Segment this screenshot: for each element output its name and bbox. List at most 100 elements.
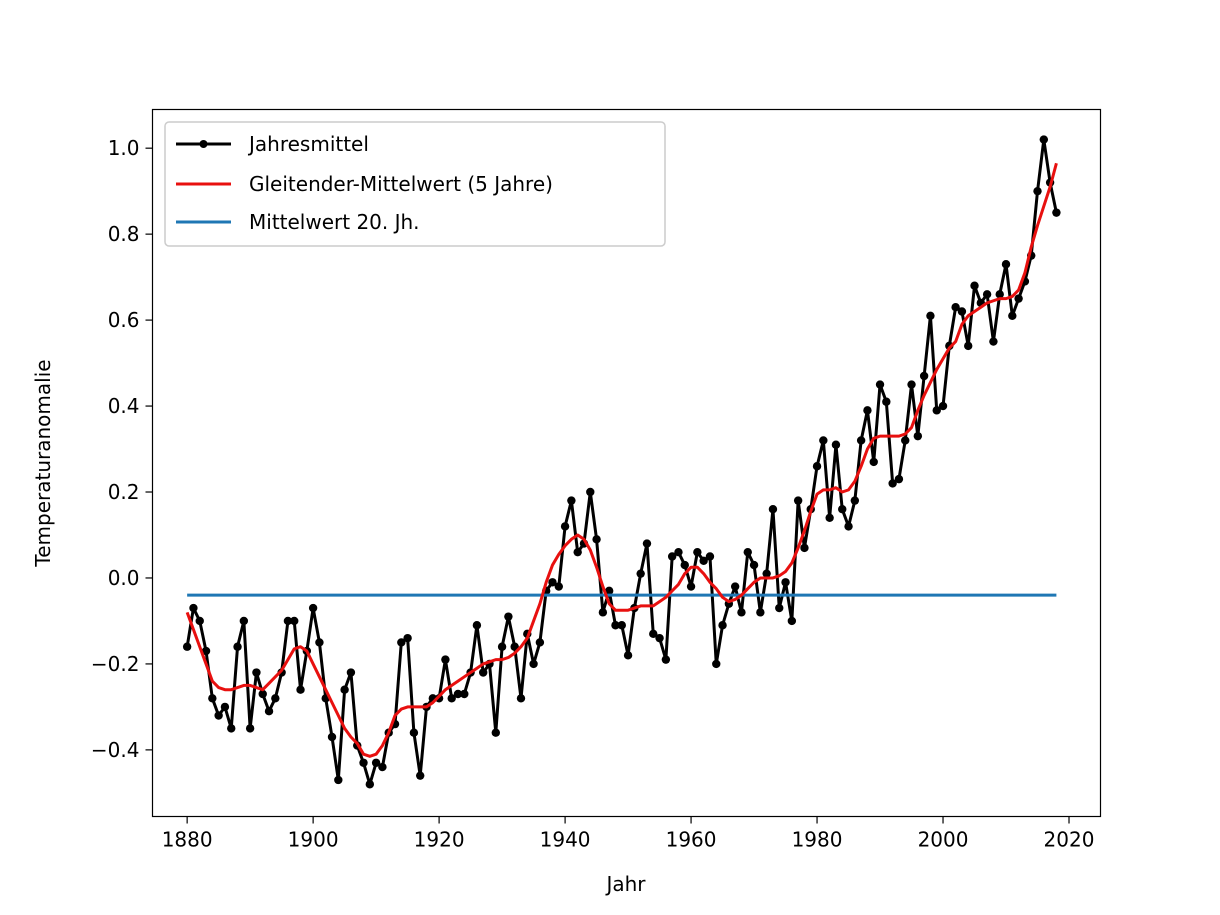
data-point-jahresmittel [894, 474, 904, 484]
data-point-jahresmittel [371, 758, 381, 767]
data-point-jahresmittel [516, 694, 526, 703]
data-point-jahresmittel [800, 543, 809, 553]
data-point-jahresmittel [416, 771, 425, 780]
data-point-jahresmittel [340, 685, 349, 694]
data-point-jahresmittel [718, 621, 727, 630]
data-point-jahresmittel [901, 436, 910, 445]
data-point-jahresmittel [623, 651, 633, 660]
data-point-jahresmittel [957, 307, 967, 316]
data-point-jahresmittel [611, 621, 620, 630]
data-point-jahresmittel [604, 586, 614, 596]
data-point-jahresmittel [995, 290, 1004, 299]
data-point-jahresmittel [913, 431, 923, 441]
data-point-jahresmittel [775, 603, 784, 613]
data-point-jahresmittel [693, 547, 702, 557]
data-point-jahresmittel [1014, 294, 1023, 303]
data-point-jahresmittel [201, 646, 211, 656]
x-tick-label: 1920 [414, 828, 465, 852]
axis-ticks: 1880 1900 1920 1940 1960 1980 2000 2020 −0.4 −0.2… [91, 136, 1095, 851]
data-point-jahresmittel [705, 552, 715, 561]
data-point-jahresmittel [403, 633, 412, 643]
data-point-jahresmittel [844, 522, 853, 531]
data-point-jahresmittel [982, 290, 992, 299]
x-axis-label: Jahr [604, 872, 646, 896]
data-point-jahresmittel [334, 775, 343, 785]
data-point-jahresmittel [252, 668, 261, 677]
data-point-jahresmittel [762, 569, 771, 578]
data-point-jahresmittel [182, 642, 192, 651]
x-tick-label: 1900 [288, 828, 339, 852]
axes-frame [151, 108, 1102, 818]
data-point-jahresmittel [882, 397, 891, 406]
y-tick-label: 0.4 [108, 394, 140, 418]
data-point-jahresmittel [831, 440, 841, 449]
data-point-jahresmittel [510, 642, 519, 651]
data-point-jahresmittel [365, 780, 375, 789]
data-point-jahresmittel [491, 728, 500, 737]
data-point-jahresmittel [208, 694, 217, 703]
y-axis-label: Temperaturanomalie [31, 359, 55, 567]
data-point-jahresmittel [649, 629, 658, 639]
data-point-jahresmittel [315, 638, 324, 647]
data-point-jahresmittel [749, 560, 759, 570]
data-point-jahresmittel [819, 436, 828, 445]
data-point-jahresmittel [308, 603, 318, 613]
data-point-jahresmittel [573, 547, 582, 557]
data-point-jahresmittel [535, 638, 545, 647]
plot-area [182, 135, 1061, 789]
legend-marker-jahresmittel [199, 140, 208, 148]
data-point-jahresmittel [812, 462, 822, 471]
data-point-jahresmittel [1052, 208, 1061, 217]
legend: Jahresmittel Gleitender-Mittelwert (5 Ja… [164, 121, 666, 247]
data-point-jahresmittel [1033, 186, 1042, 196]
data-point-jahresmittel [642, 539, 652, 548]
legend-label-mittelwert-20-jh: Mittelwert 20. Jh. [249, 210, 420, 234]
data-point-jahresmittel [919, 371, 929, 381]
legend-label-jahresmittel: Jahresmittel [247, 132, 369, 156]
data-point-jahresmittel [667, 552, 677, 561]
data-point-jahresmittel [793, 496, 803, 505]
data-point-jahresmittel [290, 616, 299, 626]
data-point-jahresmittel [472, 621, 482, 630]
data-point-jahresmittel [970, 281, 979, 290]
x-tick-label: 1980 [792, 828, 843, 852]
x-tick-label: 2020 [1044, 828, 1095, 852]
data-point-jahresmittel [258, 689, 267, 699]
data-point-jahresmittel [699, 556, 708, 565]
y-tick-label: 0.0 [108, 566, 140, 590]
data-point-jahresmittel [951, 303, 960, 312]
data-point-jahresmittel [888, 479, 897, 488]
y-tick-label: −0.2 [91, 652, 140, 676]
data-point-jahresmittel [686, 582, 696, 591]
data-point-jahresmittel [768, 505, 778, 514]
data-point-jahresmittel [296, 685, 305, 694]
data-point-jahresmittel [737, 608, 746, 617]
data-point-jahresmittel [264, 707, 274, 716]
data-point-jahresmittel [850, 496, 860, 505]
data-point-jahresmittel [378, 762, 387, 772]
x-tick-label: 2000 [918, 828, 969, 852]
data-point-jahresmittel [214, 711, 223, 720]
data-point-jahresmittel [787, 616, 797, 626]
data-point-jahresmittel [453, 689, 463, 699]
data-point-jahresmittel [409, 728, 419, 737]
data-point-jahresmittel [932, 406, 941, 415]
data-point-jahresmittel [497, 642, 507, 651]
data-point-jahresmittel [938, 401, 948, 411]
data-point-jahresmittel [617, 621, 626, 630]
data-point-jahresmittel [856, 436, 866, 445]
data-point-jahresmittel [233, 642, 242, 651]
data-point-jahresmittel [863, 406, 872, 415]
data-point-jahresmittel [680, 560, 689, 570]
legend-box [164, 121, 666, 247]
data-point-jahresmittel [1039, 135, 1049, 144]
data-point-jahresmittel [875, 380, 885, 389]
data-point-jahresmittel [239, 616, 249, 626]
data-point-jahresmittel [548, 578, 557, 587]
data-point-jahresmittel [964, 341, 973, 351]
data-point-jahresmittel [712, 659, 721, 669]
data-point-jahresmittel [825, 513, 834, 522]
data-point-jahresmittel [271, 694, 280, 703]
data-point-jahresmittel [592, 535, 601, 544]
data-point-jahresmittel [989, 337, 998, 346]
